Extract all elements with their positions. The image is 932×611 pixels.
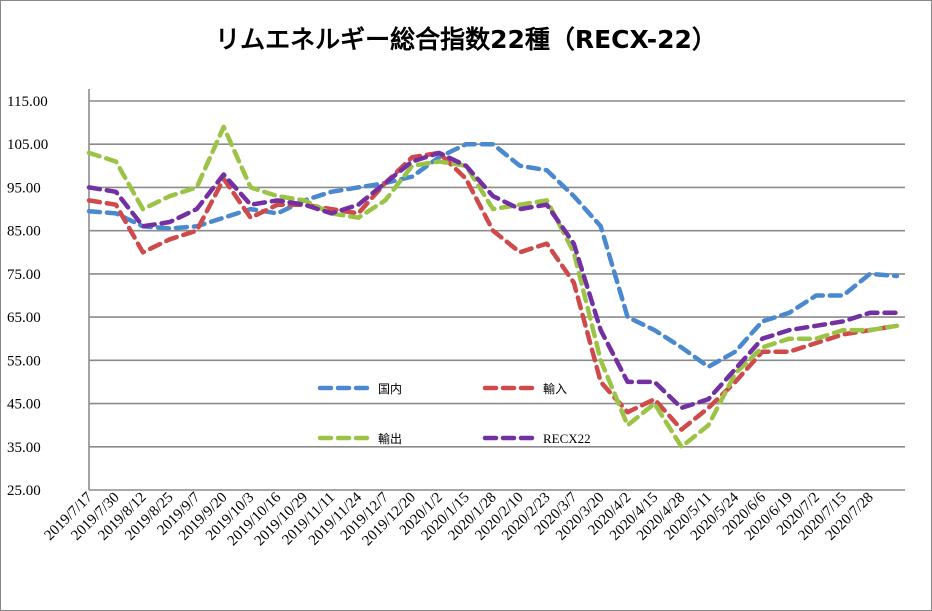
y-tick-label: 55.00 (7, 353, 41, 369)
legend-item: 輸出 (317, 431, 402, 446)
legend-label: 国内 (378, 382, 402, 396)
legend-item: RECX22 (482, 431, 591, 446)
legend-item: 国内 (317, 382, 402, 396)
y-tick-label: 85.00 (7, 224, 41, 240)
legend-label: 輸出 (378, 431, 402, 446)
y-tick-label: 65.00 (7, 310, 41, 326)
y-tick-label: 75.00 (7, 267, 41, 283)
legend-item: 輸入 (482, 381, 567, 396)
y-tick-label: 25.00 (7, 483, 41, 499)
series-line-輸出 (86, 124, 900, 450)
chart-title: リムエネルギー総合指数22種（RECX-22） (215, 25, 717, 54)
y-tick-label: 45.00 (7, 397, 41, 413)
legend-label: RECX22 (543, 431, 591, 446)
legend-label: 輸入 (543, 381, 567, 396)
series-line-国内 (86, 141, 900, 370)
y-tick-label: 115.00 (7, 94, 48, 110)
series-line-輸入 (86, 150, 900, 432)
y-tick-label: 35.00 (7, 440, 41, 456)
series-line-RECX22 (86, 150, 900, 411)
y-tick-label: 105.00 (7, 137, 48, 153)
y-tick-label: 95.00 (7, 180, 41, 196)
